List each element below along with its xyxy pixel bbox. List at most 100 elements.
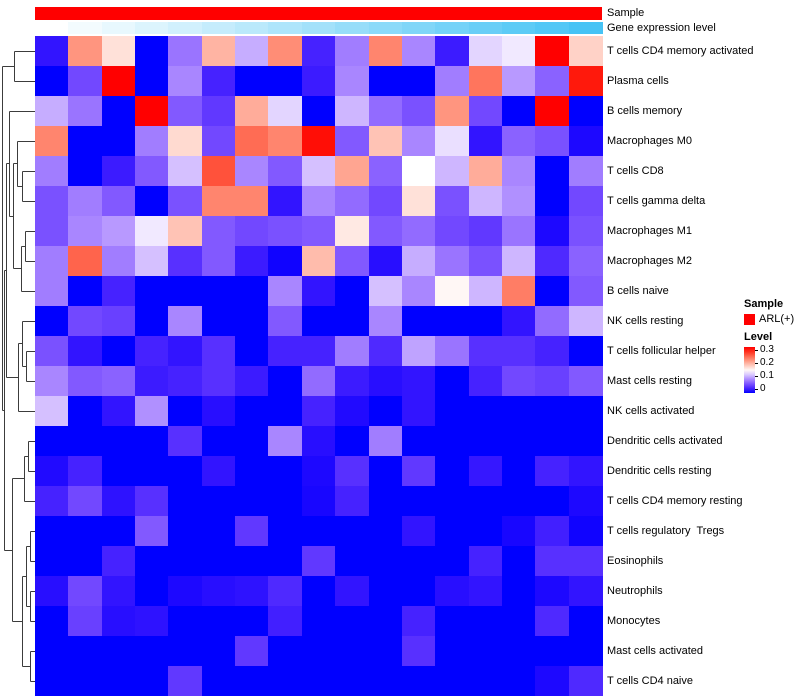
heatmap-cell xyxy=(101,516,136,546)
heatmap-cell xyxy=(368,606,403,636)
heatmap-cell xyxy=(368,366,403,396)
heatmap-cell xyxy=(501,366,536,396)
heatmap-cell xyxy=(68,186,103,216)
heatmap-cell xyxy=(301,36,336,66)
heatmap-cell xyxy=(268,186,303,216)
heatmap-cell xyxy=(168,246,203,276)
heatmap-cell xyxy=(268,666,303,696)
heatmap-cell xyxy=(68,486,103,516)
heatmap-cell xyxy=(101,276,136,306)
row-label: Monocytes xyxy=(607,615,661,627)
heatmap-cell xyxy=(301,636,336,666)
heatmap-cell xyxy=(35,666,69,696)
heatmap-cell xyxy=(68,546,103,576)
heatmap-cell xyxy=(235,426,270,456)
heatmap-cell xyxy=(401,546,436,576)
heatmap-cell xyxy=(235,606,270,636)
heatmap-cell xyxy=(535,456,570,486)
heatmap-cell xyxy=(468,66,503,96)
heatmap-cell xyxy=(535,96,570,126)
heatmap-cell xyxy=(68,96,103,126)
heatmap-cell xyxy=(301,606,336,636)
heatmap-cell xyxy=(401,456,436,486)
heatmap-cell xyxy=(35,486,69,516)
heatmap-cell xyxy=(535,216,570,246)
heatmap-cell xyxy=(135,276,169,306)
heatmap-cell xyxy=(35,516,69,546)
heatmap-cell xyxy=(568,216,603,246)
heatmap-cell xyxy=(535,396,570,426)
heatmap-cell xyxy=(568,366,603,396)
heatmap-cell xyxy=(335,666,370,696)
heatmap-cell xyxy=(101,246,136,276)
row-label: T cells regulatory Tregs xyxy=(607,525,725,537)
heatmap-cell xyxy=(168,486,203,516)
heatmap-cell xyxy=(535,306,570,336)
row-label: B cells memory xyxy=(607,105,683,117)
heatmap-cell xyxy=(68,336,103,366)
heatmap-cell xyxy=(35,546,69,576)
heatmap-cell xyxy=(301,216,336,246)
gene-expression-annotation-cell xyxy=(201,22,236,34)
gene-expression-annotation-cell xyxy=(235,22,270,34)
heatmap-cell xyxy=(468,336,503,366)
row-label: Macrophages M1 xyxy=(607,225,692,237)
heatmap-cell xyxy=(435,36,470,66)
level-tick-mark xyxy=(755,389,758,390)
heatmap-cell xyxy=(468,306,503,336)
row-label: T cells follicular helper xyxy=(607,345,716,357)
heatmap-cell xyxy=(468,396,503,426)
heatmap-cell xyxy=(468,156,503,186)
heatmap-cell xyxy=(101,576,136,606)
heatmap-cell xyxy=(135,636,169,666)
heatmap-cell xyxy=(435,396,470,426)
heatmap-cell xyxy=(101,66,136,96)
heatmap-cell xyxy=(68,456,103,486)
heatmap-cell xyxy=(335,426,370,456)
gene-expression-annotation-cell xyxy=(335,22,370,34)
heatmap-cell xyxy=(201,486,236,516)
heatmap-cell xyxy=(501,126,536,156)
heatmap-cell xyxy=(135,126,169,156)
heatmap-cell xyxy=(435,276,470,306)
heatmap-cell xyxy=(501,636,536,666)
row-label: T cells CD4 memory activated xyxy=(607,45,754,57)
heatmap-cell xyxy=(235,546,270,576)
heatmap-cell xyxy=(335,456,370,486)
sample-annotation-bar xyxy=(35,7,602,20)
heatmap-cell xyxy=(135,516,169,546)
gene-expression-annotation-cell xyxy=(535,22,570,34)
heatmap-cell xyxy=(568,306,603,336)
heatmap-cell xyxy=(135,246,169,276)
heatmap-cell xyxy=(168,366,203,396)
legend-sample-title: Sample xyxy=(744,298,784,310)
heatmap-cell xyxy=(235,636,270,666)
gene-expression-annotation-cell xyxy=(568,22,603,34)
heatmap-cell xyxy=(301,456,336,486)
heatmap-cell xyxy=(168,426,203,456)
heatmap-cell xyxy=(168,96,203,126)
gene-expression-annotation-cell xyxy=(68,22,103,34)
heatmap-cell xyxy=(135,186,169,216)
row-label: T cells CD4 memory resting xyxy=(607,495,743,507)
heatmap-cell xyxy=(368,156,403,186)
heatmap-cell xyxy=(35,396,69,426)
heatmap-cell xyxy=(168,186,203,216)
heatmap-cell xyxy=(235,366,270,396)
heatmap-cell xyxy=(201,636,236,666)
heatmap-cell xyxy=(101,426,136,456)
legend-sample-item: ARL(+) xyxy=(744,313,794,325)
heatmap-cell xyxy=(168,36,203,66)
heatmap-cell xyxy=(501,576,536,606)
heatmap-cell xyxy=(101,306,136,336)
row-label: Macrophages M0 xyxy=(607,135,692,147)
heatmap-cell xyxy=(101,546,136,576)
heatmap-cell xyxy=(401,666,436,696)
heatmap-cell xyxy=(201,306,236,336)
heatmap-cell xyxy=(168,516,203,546)
heatmap-cell xyxy=(401,576,436,606)
heatmap-cell xyxy=(368,216,403,246)
heatmap-cell xyxy=(68,66,103,96)
heatmap-cell xyxy=(568,336,603,366)
heatmap-cell xyxy=(335,66,370,96)
